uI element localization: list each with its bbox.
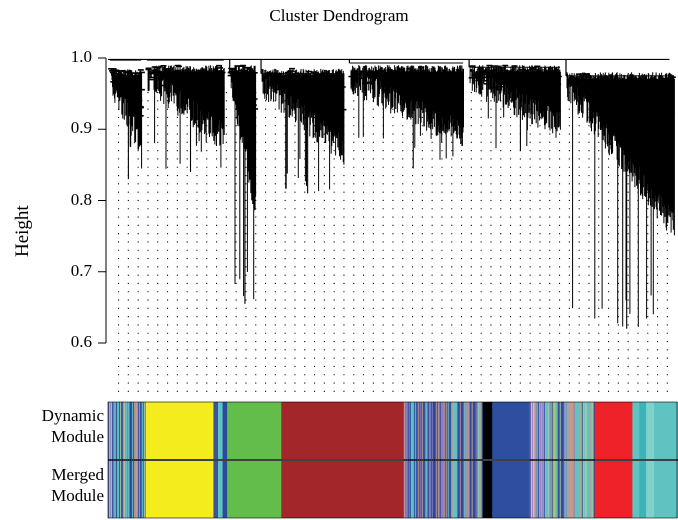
merged-module-segment	[660, 461, 678, 518]
dynamic-module-segment	[482, 402, 493, 459]
merged-module-segment	[557, 461, 565, 518]
dynamic-module-segment	[410, 402, 417, 459]
chart-title: Cluster Dendrogram	[269, 6, 409, 25]
module-color-bands	[107, 401, 678, 519]
merged-module-segment	[403, 461, 411, 518]
row-label-dynamic: Dynamic Module	[0, 405, 104, 447]
cluster-leaves	[147, 65, 225, 169]
merged-module-segment	[410, 461, 417, 518]
dynamic-module-segment	[218, 402, 223, 459]
dynamic-module-segment	[639, 402, 647, 459]
merged-module-segment	[111, 461, 116, 518]
merged-module-segment	[546, 461, 553, 518]
merged-module-segment	[125, 461, 131, 518]
cluster-2	[227, 59, 258, 304]
grid-dot-field	[118, 92, 668, 392]
dynamic-module-segment	[438, 402, 445, 459]
row-label-dynamic-line1: Dynamic	[41, 406, 104, 425]
merged-module-segment	[227, 461, 282, 518]
merged-module-segment	[646, 461, 655, 518]
cluster-branch-mass	[227, 64, 258, 110]
merged-module-segment	[145, 461, 214, 518]
cluster-leaves	[261, 68, 345, 192]
merged-module-segment	[534, 461, 541, 518]
cluster-branch-mass	[566, 73, 676, 116]
row-label-merged-line2: Module	[51, 486, 104, 505]
y-tick-label: 0.8	[70, 189, 92, 209]
row-label-merged-line1: Merged	[51, 465, 104, 484]
dynamic-module-segment	[134, 402, 141, 459]
dynamic-module-segment	[125, 402, 131, 459]
dynamic-module-segment	[654, 402, 662, 459]
band-frame	[107, 401, 678, 519]
dynamic-module-segment	[111, 402, 116, 459]
cluster-1	[145, 59, 226, 172]
dynamic-module-segment	[213, 402, 219, 459]
cluster-branch-mass	[262, 67, 347, 113]
merged-module-segment	[281, 461, 405, 518]
grid-dots	[118, 92, 668, 392]
merged-module-segment	[213, 461, 219, 518]
dynamic-module-segment	[534, 402, 541, 459]
dynamic-module-segment	[660, 402, 678, 459]
merged-module-segment	[424, 461, 432, 518]
merged-module-segment	[115, 461, 120, 518]
dynamic-module-segment	[115, 402, 120, 459]
cluster-leaves	[566, 72, 675, 327]
cluster-6	[565, 59, 676, 329]
cluster-leaves	[349, 65, 464, 160]
merged-module-segment	[580, 461, 587, 518]
merged-module-segment	[594, 461, 633, 518]
cluster-3	[260, 59, 347, 194]
merged-module-segment	[438, 461, 445, 518]
y-axis	[98, 57, 107, 344]
merged-module-segment	[540, 461, 547, 518]
merged-module-segment	[654, 461, 662, 518]
dynamic-module-segment	[145, 402, 214, 459]
merged-module-segment	[492, 461, 531, 518]
dendrogram-tree	[108, 58, 676, 329]
y-tick-label: 0.7	[70, 260, 92, 280]
cluster-5	[468, 59, 562, 151]
dynamic-module-segment	[463, 402, 471, 459]
dynamic-module-segment	[546, 402, 553, 459]
merged-module-segment	[632, 461, 640, 518]
dynamic-module-segment	[646, 402, 655, 459]
dynamic-module-segment	[222, 402, 228, 459]
merged-module-segment	[639, 461, 647, 518]
cluster-4	[348, 59, 464, 169]
merged-module-segment	[552, 461, 559, 518]
dynamic-module-segment	[492, 402, 531, 459]
dynamic-module-segment	[403, 402, 411, 459]
merged-module-segment	[482, 461, 493, 518]
dynamic-module-segment	[580, 402, 587, 459]
row-label-merged: Merged Module	[0, 464, 104, 506]
dynamic-module-segment	[557, 402, 565, 459]
merged-module-segment	[218, 461, 223, 518]
dynamic-module-segment	[227, 402, 282, 459]
merged-module-segment	[463, 461, 471, 518]
dynamic-module-segment	[424, 402, 432, 459]
merged-module-segment	[222, 461, 228, 518]
dynamic-module-segment	[552, 402, 559, 459]
dynamic-module-segment	[594, 402, 633, 459]
y-tick-label: 1.0	[70, 47, 92, 66]
y-tick-label: 0.6	[70, 332, 92, 351]
cluster-branch-mass	[348, 66, 463, 113]
merged-module-segment	[134, 461, 141, 518]
dynamic-module-segment	[632, 402, 640, 459]
dynamic-module-segment	[540, 402, 547, 459]
cluster-leaves	[230, 65, 257, 300]
cluster-0	[108, 59, 145, 180]
cluster-branch-mass	[468, 64, 562, 113]
row-label-dynamic-line2: Module	[51, 427, 104, 446]
dynamic-module-segment	[281, 402, 405, 459]
y-tick-label: 0.9	[70, 118, 92, 138]
